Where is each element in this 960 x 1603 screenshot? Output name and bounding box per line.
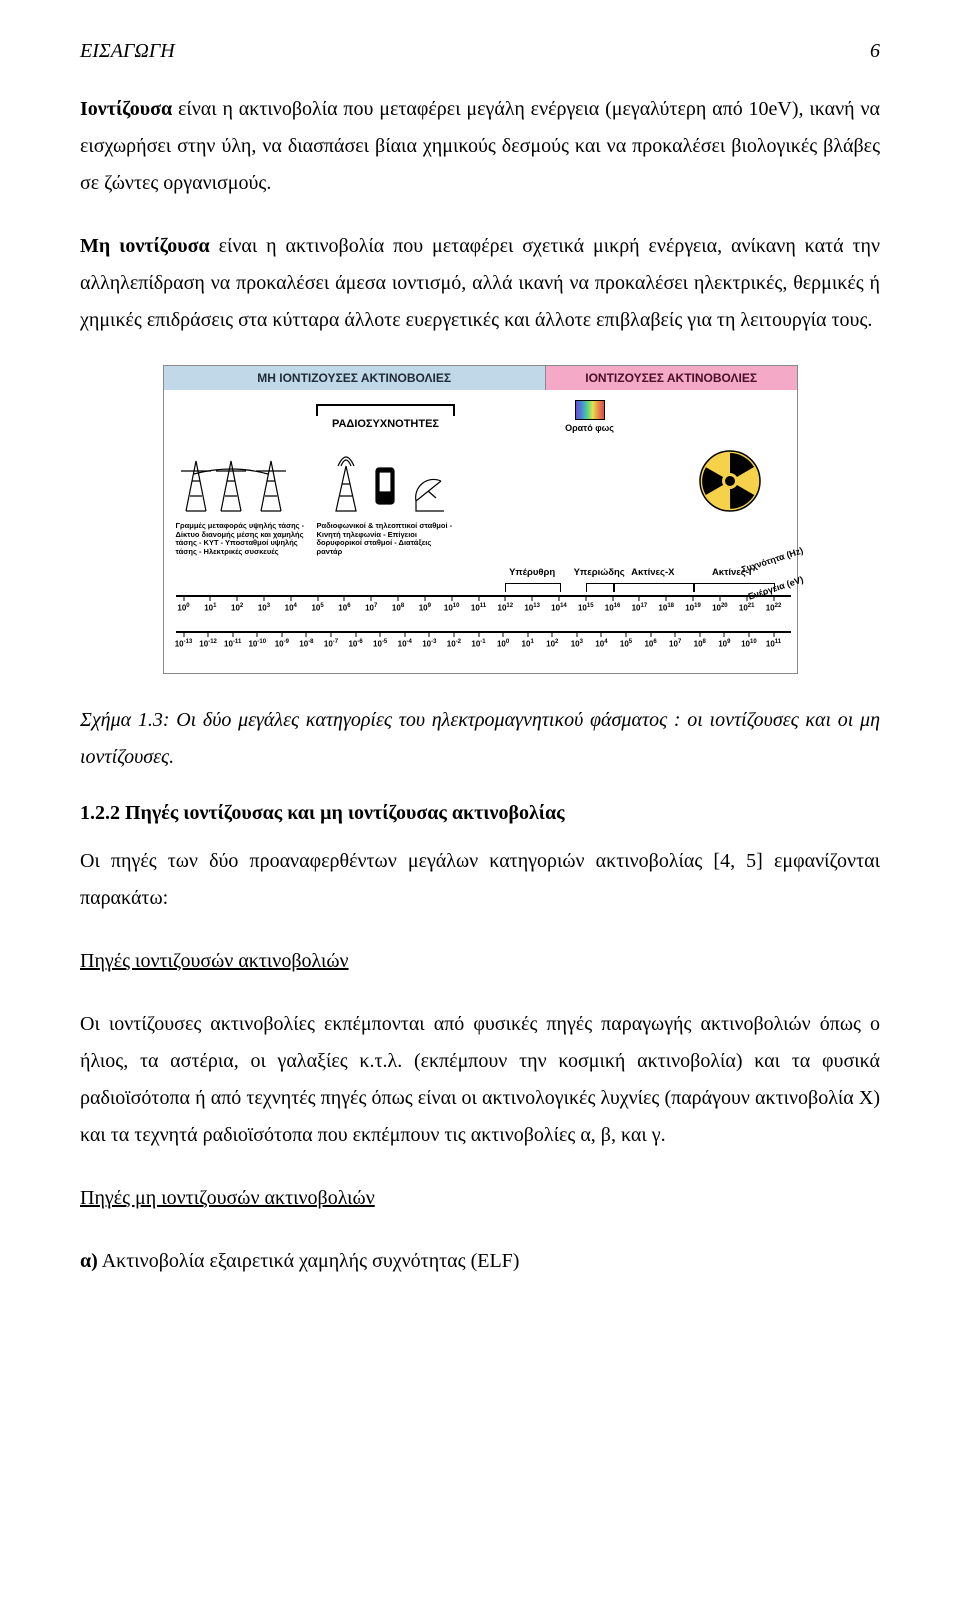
- paragraph-5: α) Ακτινοβολία εξαιρετικά χαμηλής συχνότ…: [80, 1243, 880, 1280]
- power-lines-icon: [176, 446, 306, 516]
- energy-tick: 10-5: [373, 639, 387, 649]
- energy-tick: 10-8: [299, 639, 313, 649]
- spectrum-icon-row: [176, 444, 785, 516]
- freq-tick: 1012: [498, 603, 514, 613]
- freq-tick: 1010: [444, 603, 460, 613]
- energy-tick: 10-9: [275, 639, 289, 649]
- para1-lead: Ιοντίζουσα: [80, 98, 172, 120]
- para5-rest: Ακτινοβολία εξαιρετικά χαμηλής συχνότητα…: [98, 1250, 520, 1272]
- band-label: Ακτίνες-Χ: [631, 567, 674, 578]
- para1-rest: είναι η ακτινοβολία που μεταφέρει μεγάλη…: [80, 98, 880, 194]
- freq-tick: 101: [204, 603, 216, 613]
- energy-tick: 10-2: [447, 639, 461, 649]
- broadcast-icon: [316, 446, 466, 516]
- energy-tick: 108: [694, 639, 706, 649]
- energy-tick: 10-3: [422, 639, 436, 649]
- freq-tick: 102: [231, 603, 243, 613]
- freq-tick: 1014: [551, 603, 567, 613]
- band-label: Υπεριώδης: [574, 567, 625, 578]
- band-label: Υπέρυθρη: [509, 567, 555, 578]
- frequency-scale: ΥπέρυθρηΥπεριώδηςΑκτίνες-ΧΑκτίνες-Γ 1001…: [176, 561, 785, 663]
- source-descriptions: Γραμμές μεταφοράς υψηλής τάσης - Δίκτυο …: [176, 522, 785, 557]
- energy-tick: 101: [522, 639, 534, 649]
- energy-tick: 107: [669, 639, 681, 649]
- energy-tick: 10-12: [199, 639, 217, 649]
- col-powerlines: Γραμμές μεταφοράς υψηλής τάσης - Δίκτυο …: [176, 522, 317, 557]
- freq-tick: 1011: [471, 603, 486, 613]
- freq-tick: 1015: [578, 603, 594, 613]
- energy-tick: 106: [644, 639, 656, 649]
- freq-tick: 1016: [605, 603, 621, 613]
- heading-nonionizing-sources: Πηγές μη ιοντιζουσών ακτινοβολιών: [80, 1180, 880, 1217]
- radiation-trefoil-icon: [695, 446, 765, 516]
- freq-tick: 106: [338, 603, 350, 613]
- freq-tick: 1018: [658, 603, 674, 613]
- fig-title-nonionizing: ΜΗ ΙΟΝΤΙΖΟΥΣΕΣ ΑΚΤΙΝΟΒΟΛΙΕΣ: [164, 366, 546, 390]
- energy-tick: 104: [595, 639, 607, 649]
- freq-tick: 104: [285, 603, 297, 613]
- para2-lead: Μη ιοντίζουσα: [80, 235, 210, 257]
- freq-tick: 100: [177, 603, 189, 613]
- energy-tick: 100: [497, 639, 509, 649]
- paragraph-3: Οι πηγές των δύο προαναφερθέντων μεγάλων…: [80, 843, 880, 917]
- energy-tick: 10-6: [348, 639, 362, 649]
- freq-tick: 1017: [632, 603, 648, 613]
- freq-tick: 1019: [685, 603, 701, 613]
- freq-tick: 107: [365, 603, 377, 613]
- energy-tick: 105: [620, 639, 632, 649]
- paragraph-2: Μη ιοντίζουσα είναι η ακτινοβολία που με…: [80, 228, 880, 339]
- energy-tick: 102: [546, 639, 558, 649]
- visible-light-label: Ορατό φως: [565, 423, 614, 433]
- energy-tick: 103: [571, 639, 583, 649]
- paragraph-4: Οι ιοντίζουσες ακτινοβολίες εκπέμπονται …: [80, 1006, 880, 1154]
- energy-tick: 1011: [766, 639, 781, 649]
- freq-tick: 108: [392, 603, 404, 613]
- heading-ionizing-sources: Πηγές ιοντιζουσών ακτινοβολιών: [80, 943, 880, 980]
- subsection-1-2-2: 1.2.2 Πηγές ιοντίζουσας και μη ιοντίζουσ…: [80, 802, 880, 825]
- energy-tick: 10-13: [175, 639, 193, 649]
- energy-tick: 10-7: [324, 639, 338, 649]
- energy-tick: 10-1: [471, 639, 485, 649]
- energy-tick: 10-10: [248, 639, 266, 649]
- spectrum-figure: ΜΗ ΙΟΝΤΙΖΟΥΣΕΣ ΑΚΤΙΝΟΒΟΛΙΕΣ ΙΟΝΤΙΖΟΥΣΕΣ …: [163, 365, 798, 674]
- header-left: ΕΙΣΑΓΩΓΗ: [80, 40, 175, 63]
- freq-tick: 1020: [712, 603, 728, 613]
- paragraph-1: Ιοντίζουσα είναι η ακτινοβολία που μεταφ…: [80, 91, 880, 202]
- header-page-number: 6: [870, 40, 880, 63]
- freq-tick: 103: [258, 603, 270, 613]
- energy-tick: 10-11: [224, 639, 241, 649]
- freq-tick: 105: [311, 603, 323, 613]
- freq-tick: 1013: [524, 603, 540, 613]
- figure-caption: Σχήμα 1.3: Οι δύο μεγάλες κατηγορίες του…: [80, 702, 880, 776]
- para5-lead: α): [80, 1250, 98, 1272]
- energy-tick: 1010: [741, 639, 757, 649]
- fig-title-ionizing: ΙΟΝΤΙΖΟΥΣΕΣ ΑΚΤΙΝΟΒΟΛΙΕΣ: [546, 366, 797, 390]
- col-broadcast: Ραδιοφωνικοί & τηλεοπτικοί σταθμοί - Κιν…: [317, 522, 463, 557]
- freq-tick: 1022: [766, 603, 782, 613]
- freq-tick: 109: [419, 603, 431, 613]
- rf-label: ΡΑΔΙΟΣΥΧΝΟΤΗΤΕΣ: [332, 418, 439, 430]
- energy-tick: 10-4: [398, 639, 412, 649]
- energy-tick: 109: [718, 639, 730, 649]
- freq-tick: 1021: [739, 603, 755, 613]
